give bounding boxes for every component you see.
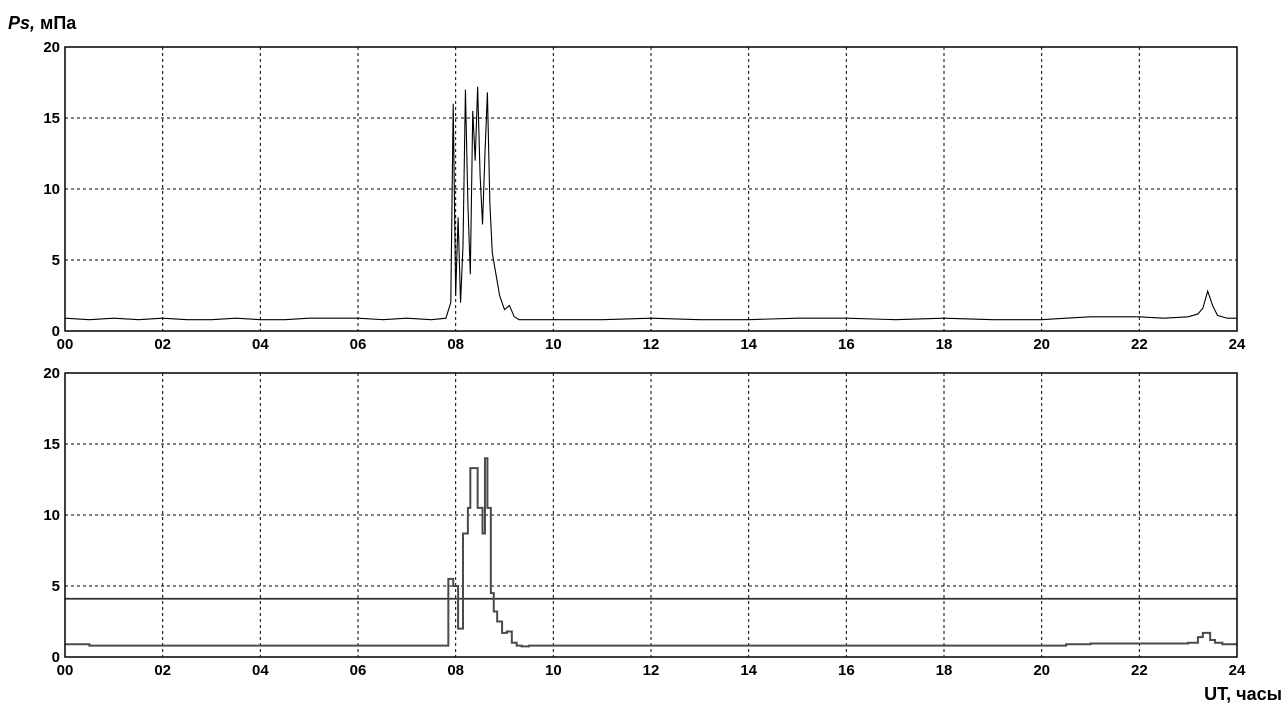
- raw-series-line: [64, 86, 1237, 321]
- y-axis-symbol: Ps,: [8, 13, 35, 33]
- averaged-series-line: [65, 457, 1237, 648]
- top-panel-raw-signal: 00 02 04 06 08 10 12 14 16 18 20 22 24 0 5 10 15 20: [43, 39, 1246, 353]
- x-tick-label: 20: [1033, 336, 1050, 353]
- x-tick-label: 14: [740, 662, 757, 679]
- x-tick-label: 16: [838, 662, 855, 679]
- y-tick-label: 15: [43, 110, 60, 127]
- x-tick-label: 14: [740, 336, 757, 353]
- plot-frame: [64, 46, 1238, 332]
- y-tick-label: 5: [52, 252, 60, 269]
- x-tick-label: 08: [447, 336, 464, 353]
- y-tick-label: 20: [43, 365, 60, 382]
- x-tick-label: 00: [57, 662, 74, 679]
- bottom-panel-averaged-signal: 00 02 04 06 08 10 12 14 16 18 20 22 24 0 5 10 15 20: [43, 365, 1246, 679]
- y-axis-title: Ps, мПа: [8, 13, 77, 33]
- x-tick-label: 16: [838, 336, 855, 353]
- y-tick-label: 5: [52, 578, 60, 595]
- y-axis-unit: мПа: [35, 13, 77, 33]
- x-tick-label: 06: [350, 662, 367, 679]
- x-tick-label: 24: [1229, 662, 1246, 679]
- x-tick-label: 12: [643, 662, 660, 679]
- x-tick-label: 00: [57, 336, 74, 353]
- x-tick-label: 22: [1131, 336, 1148, 353]
- x-tick-label: 24: [1229, 336, 1246, 353]
- x-tick-label: 04: [252, 336, 269, 353]
- x-tick-label: 20: [1033, 662, 1050, 679]
- x-tick-label: 18: [936, 336, 953, 353]
- x-tick-label: 22: [1131, 662, 1148, 679]
- y-tick-label: 0: [52, 323, 60, 340]
- x-tick-label: 12: [643, 336, 660, 353]
- x-tick-label: 04: [252, 662, 269, 679]
- x-tick-label: 10: [545, 336, 562, 353]
- x-tick-label: 02: [154, 662, 171, 679]
- x-axis-title: UT, часы: [1204, 684, 1282, 704]
- x-tick-label: 08: [447, 662, 464, 679]
- x-tick-label: 18: [936, 662, 953, 679]
- y-tick-label: 15: [43, 436, 60, 453]
- x-tick-label: 10: [545, 662, 562, 679]
- y-tick-label: 10: [43, 181, 60, 198]
- y-tick-label: 10: [43, 507, 60, 524]
- y-tick-label: 0: [52, 649, 60, 666]
- x-tick-label: 06: [350, 336, 367, 353]
- y-tick-label: 20: [43, 39, 60, 56]
- plot-frame: [64, 372, 1238, 658]
- x-tick-label: 02: [154, 336, 171, 353]
